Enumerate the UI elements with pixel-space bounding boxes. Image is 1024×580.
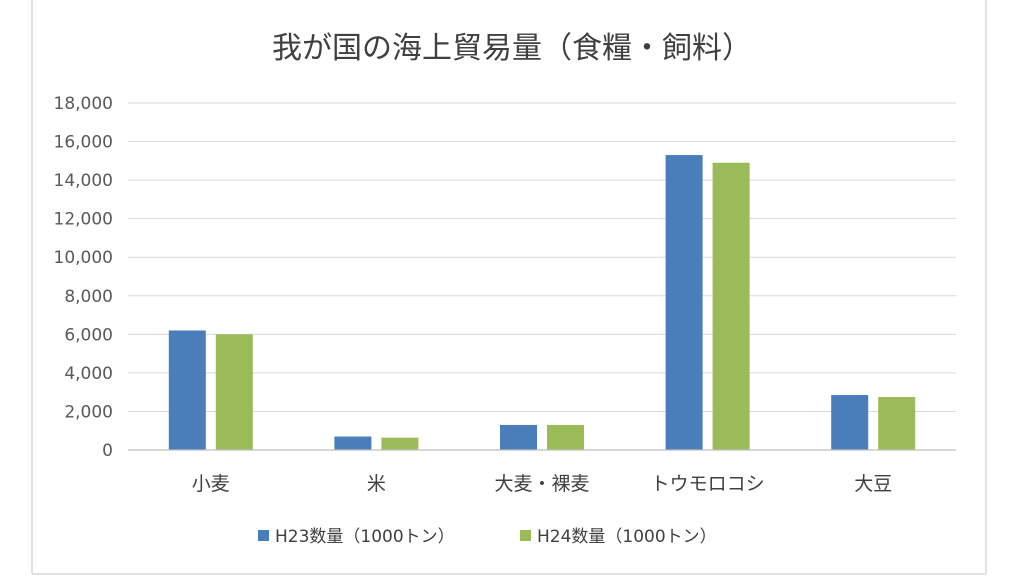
bar-1-1 xyxy=(168,330,206,450)
bar-2-2 xyxy=(381,437,419,450)
x-category-label: 大麦・裸麦 xyxy=(494,473,589,495)
x-category-label: 小麦 xyxy=(192,473,230,495)
legend-label: H24数量（1000トン） xyxy=(537,527,717,547)
bar-1-5 xyxy=(831,395,869,450)
bar-2-3 xyxy=(547,424,584,450)
bar-2-1 xyxy=(215,334,253,450)
y-tick-label: 4,000 xyxy=(64,364,113,384)
gridlines xyxy=(128,102,956,412)
y-tick-label: 6,000 xyxy=(64,325,113,345)
legend-swatch xyxy=(258,530,269,541)
chart-title: 我が国の海上貿易量（食糧・飼料） xyxy=(272,31,752,66)
y-tick-label: 18,000 xyxy=(54,94,113,114)
y-tick-label: 0 xyxy=(102,441,113,461)
x-category-label: 米 xyxy=(367,473,386,495)
legend-label: H23数量（1000トン） xyxy=(275,527,455,547)
x-axis-category-labels: 小麦 米 大麦・裸麦 トウモロコシ 大豆 xyxy=(192,473,892,495)
bar-2-5 xyxy=(878,396,916,450)
bar-1-4 xyxy=(665,155,703,451)
y-tick-label: 10,000 xyxy=(54,248,113,268)
bars xyxy=(168,155,916,451)
legend-swatch xyxy=(520,530,531,541)
x-category-label: 大豆 xyxy=(854,473,892,495)
y-axis-tick-labels: 0 2,000 4,000 6,000 8,000 10,000 12,000 14,000 1… xyxy=(54,94,113,461)
bar-1-3 xyxy=(500,424,537,450)
y-tick-label: 2,000 xyxy=(64,402,113,422)
y-tick-label: 14,000 xyxy=(54,171,113,191)
y-tick-label: 12,000 xyxy=(54,210,113,230)
x-category-label: トウモロコシ xyxy=(651,473,765,495)
bar-2-4 xyxy=(712,162,750,450)
y-tick-label: 8,000 xyxy=(64,287,113,307)
bar-1-2 xyxy=(334,436,372,450)
y-tick-label: 16,000 xyxy=(54,133,113,153)
legend: H23数量（1000トン） H24数量（1000トン） xyxy=(258,527,717,547)
